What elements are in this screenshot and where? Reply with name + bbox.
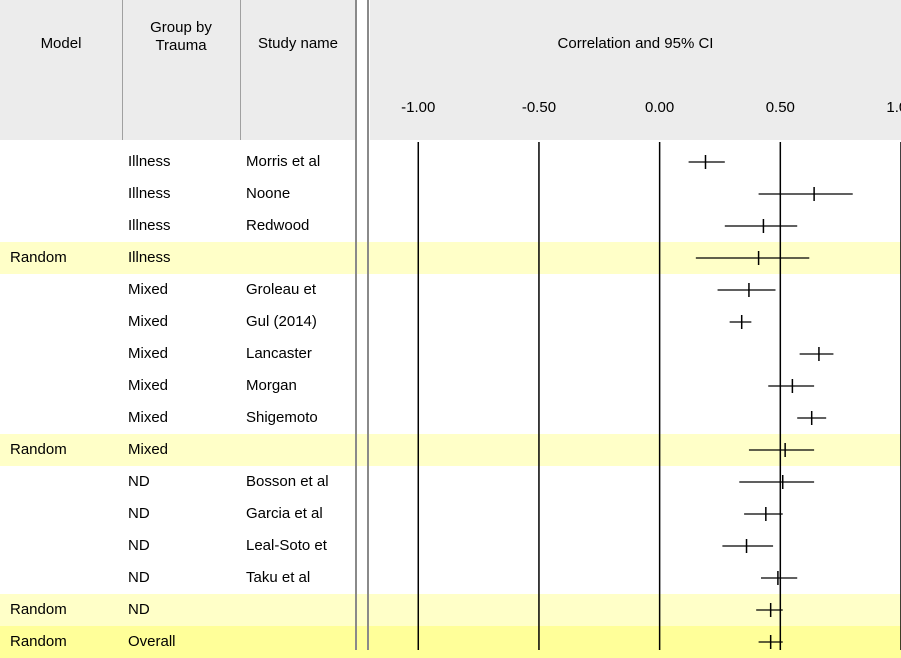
study-marker [768,379,815,393]
table-row: Mixed Lancaster [0,338,901,370]
cell-group: Illness [128,217,171,234]
cell-model: Random [10,441,67,458]
header-group-line2: Trauma [155,37,207,54]
table-row: Mixed Groleau et [0,274,901,306]
cell-group: ND [128,537,150,554]
cell-study: Morris et al [246,153,321,170]
cell-group: Mixed [128,377,169,394]
plot-header-bg [370,0,901,140]
cell-group: Illness [128,249,171,266]
subgroup-marker [756,603,783,617]
cell-study: Bosson et al [246,473,329,490]
cell-group: Mixed [128,441,169,458]
overall-marker [758,635,783,649]
study-marker [729,315,752,329]
table-row: Illness Noone [0,178,901,210]
header-plot-title: Correlation and 95% CI [557,35,714,52]
panel-divider [367,0,369,650]
study-marker [799,347,834,361]
x-tick-label: 1.00 [886,99,901,116]
header-divider [240,0,241,140]
x-tick-label: 0.00 [645,99,674,116]
study-marker [758,187,853,201]
subgroup-marker [748,443,815,457]
study-marker [724,219,798,233]
cell-study: Taku et al [246,569,311,586]
cell-study: Gul (2014) [246,313,317,330]
table-row: ND Leal-Soto et [0,530,901,562]
cell-study: Leal-Soto et [246,537,327,554]
cell-group: ND [128,505,150,522]
study-marker [797,411,827,425]
cell-study: Noone [246,185,291,202]
cell-study: Garcia et al [246,505,323,522]
cell-group: ND [128,473,150,490]
panel-divider [355,0,357,650]
table-row: Mixed Morgan [0,370,901,402]
cell-study: Redwood [246,217,310,234]
header-divider [122,0,123,140]
cell-model: Random [10,601,67,618]
cell-group: Mixed [128,345,169,362]
study-marker [761,571,798,585]
table-row: Illness Morris et al [0,146,901,178]
table-row: ND Garcia et al [0,498,901,530]
subgroup-marker [695,251,810,265]
left-header-bg [0,0,356,140]
table-row: Mixed Gul (2014) [0,306,901,338]
table-row: ND Bosson et al [0,466,901,498]
cell-group: Mixed [128,281,169,298]
cell-study: Shigemoto [246,409,318,426]
study-marker [717,283,776,297]
cell-study: Lancaster [246,345,312,362]
table-row: ND Taku et al [0,562,901,594]
x-axis-ticks: -1.00 -0.50 0.00 0.50 1.00 [401,99,901,116]
x-tick-label: -0.50 [522,99,556,116]
study-marker [688,155,725,169]
header-study: Study name [257,35,339,52]
cell-study: Groleau et [246,281,317,298]
cell-group: Illness [128,153,171,170]
table-row: Random ND [0,594,901,626]
header-group-line1: Group by [150,19,212,36]
x-tick-label: -1.00 [401,99,435,116]
header-group: Group by Trauma [122,19,240,55]
cell-model: Random [10,633,67,650]
cell-group: ND [128,569,150,586]
table-row: Mixed Shigemoto [0,402,901,434]
x-tick-label: 0.50 [766,99,795,116]
study-marker [739,475,815,489]
cell-group: ND [128,601,150,618]
cell-group: Overall [128,633,176,650]
table-row: Illness Redwood [0,210,901,242]
cell-model: Random [10,249,67,266]
cell-group: Illness [128,185,171,202]
study-marker [722,539,774,553]
cell-group: Mixed [128,409,169,426]
effect-markers [688,155,853,649]
study-marker [744,507,783,521]
reference-lines [417,142,901,650]
cell-study: Morgan [246,377,297,394]
header-model: Model [40,35,82,52]
cell-group: Mixed [128,313,169,330]
